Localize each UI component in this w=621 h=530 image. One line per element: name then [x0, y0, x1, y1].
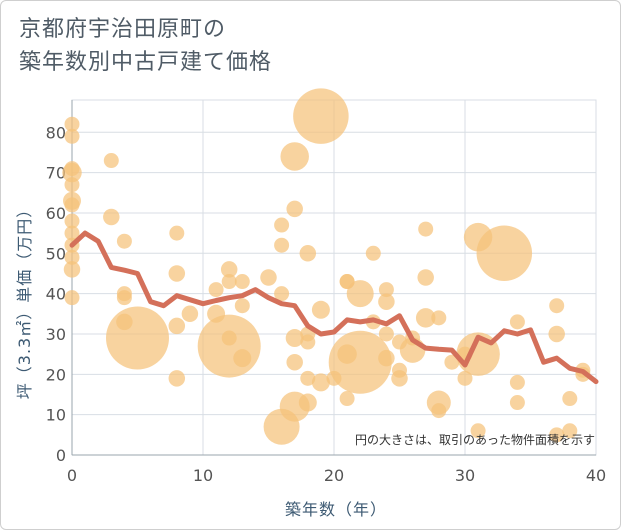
bubble-point: [418, 221, 434, 237]
bubble-point: [346, 280, 374, 308]
bubble-point: [562, 391, 578, 407]
bubble-point: [549, 427, 565, 443]
bubble-point: [64, 213, 80, 229]
bubble-point: [300, 334, 316, 350]
y-tick-label: 40: [46, 285, 66, 304]
x-axis-label: 築年数（年）: [285, 500, 387, 519]
y-tick-label: 20: [46, 365, 66, 384]
y-tick-label: 50: [46, 244, 66, 263]
x-ticks: 0 10 20 30 40: [67, 466, 606, 485]
bubble-point: [415, 308, 436, 328]
bubble-point: [168, 370, 186, 387]
bubble-point: [64, 177, 80, 193]
bubble-point: [62, 162, 82, 183]
bubble-point: [417, 269, 434, 286]
bubble-point: [64, 225, 80, 241]
bubble-point: [274, 286, 290, 302]
bubble-point: [106, 306, 169, 370]
chart-title-line1: 京都府宇治田原町の: [19, 17, 227, 42]
bubble-point: [311, 373, 330, 392]
bubble-point: [168, 265, 186, 282]
bubble-point: [293, 88, 349, 144]
y-axis-label: 坪（3.3㎡）単価（万円）: [15, 201, 34, 399]
bubble-point: [339, 391, 355, 407]
bubble-point: [168, 317, 186, 335]
x-tick-label: 20: [324, 466, 344, 485]
bubble-point: [378, 282, 394, 298]
bubble-point: [365, 245, 381, 261]
y-tick-label: 30: [46, 325, 66, 344]
bubble-point: [64, 128, 80, 144]
bubble-point: [300, 370, 316, 386]
bubble-point: [378, 293, 395, 310]
bubble-size-note: 円の大きさは、取引のあった物件面積を示す: [355, 432, 595, 447]
bubble-point: [220, 261, 238, 278]
bubble-point: [116, 290, 132, 306]
bubble-point: [299, 245, 317, 262]
bubble-point: [221, 330, 237, 346]
bubble-point: [328, 330, 392, 394]
bubble-point: [64, 197, 80, 213]
chart-title-line2: 築年数別中古戸建て価格: [19, 50, 273, 75]
y-tick-label: 80: [46, 123, 66, 142]
bubble-point: [476, 225, 533, 282]
bubble-point: [378, 326, 394, 342]
bubble-point: [285, 329, 304, 348]
bubble-point: [274, 217, 290, 233]
x-tick-label: 30: [455, 466, 475, 485]
bubble-point: [298, 393, 317, 412]
bubble-point: [457, 370, 473, 386]
x-tick-label: 0: [67, 466, 77, 485]
bubble-point: [391, 370, 408, 387]
bubble-point: [562, 423, 578, 439]
bubble-point: [509, 395, 525, 411]
bubbles: [62, 88, 591, 445]
bubble-point: [103, 153, 119, 169]
bubble-point: [286, 353, 303, 371]
bubble-point: [444, 354, 460, 370]
bubble-point: [431, 403, 447, 419]
bubble-point: [64, 116, 80, 132]
bubble-point: [169, 225, 185, 241]
bubble-point: [116, 233, 132, 249]
bubble-point: [64, 290, 80, 306]
bubble-point: [286, 200, 303, 218]
bubble-point: [378, 349, 395, 367]
chart-title: 京都府宇治田原町の 築年数別中古戸建て価格: [19, 13, 272, 79]
bubble-point: [197, 314, 261, 378]
bubble-point: [549, 298, 565, 314]
bubble-point: [103, 208, 120, 226]
bubble-point: [509, 374, 525, 390]
bubble-point: [548, 325, 565, 343]
bubble-point: [233, 349, 252, 368]
bubble-point: [260, 269, 277, 286]
bubble-point: [234, 298, 250, 314]
y-ticks: 0 10 20 30 40 50 60 70 80: [46, 123, 66, 465]
bubble-point: [509, 314, 525, 330]
y-tick-label: 60: [46, 204, 66, 223]
bubble-point: [280, 142, 309, 171]
bubble-point: [274, 237, 290, 253]
bubble-point: [221, 274, 237, 290]
bubble-point: [431, 310, 447, 326]
bubble-point: [208, 282, 224, 298]
bubble-point: [470, 423, 486, 439]
trend-line: [69, 230, 599, 385]
y-tick-label: 70: [46, 164, 66, 183]
x-tick-label: 10: [193, 466, 213, 485]
bubble-point: [64, 249, 80, 265]
y-tick-label: 0: [56, 446, 66, 465]
x-tick-label: 40: [586, 466, 606, 485]
bubble-point: [63, 261, 81, 278]
y-tick-label: 10: [46, 406, 66, 425]
bubble-point: [234, 274, 250, 290]
bubble-point: [311, 300, 330, 319]
bubble-point: [181, 305, 199, 323]
